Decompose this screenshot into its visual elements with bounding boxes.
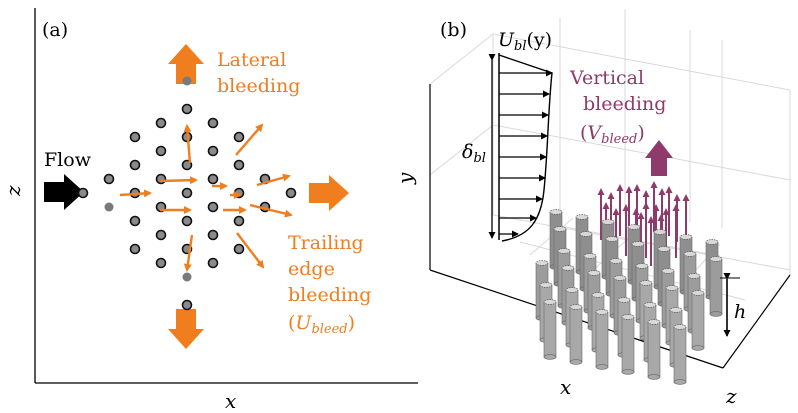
trailing-label-line3: bleeding: [288, 284, 371, 306]
panel-b-label: (b): [440, 19, 467, 41]
pillar-dot: [104, 202, 114, 212]
bleeding-vector-arrow: [183, 124, 192, 164]
bleeding-vector-arrow: [236, 232, 265, 269]
lateral-label-line1: Lateral: [217, 49, 286, 71]
pillar-dot: [155, 145, 167, 157]
pillar-dot: [207, 257, 219, 269]
pillar-dot: [182, 76, 192, 86]
pillar-dot: [207, 201, 219, 213]
pillar-dot: [233, 243, 245, 255]
trailing-label-line2: edge: [288, 258, 335, 280]
pillar-dot: [129, 159, 141, 171]
pillar-dot: [77, 187, 89, 199]
pillar-dot: [155, 229, 167, 241]
pillar-cylinder: [691, 290, 705, 351]
pillar-array-3d: [535, 181, 723, 385]
bleeding-vector-arrow: [256, 173, 291, 187]
pillar-dot: [181, 215, 193, 227]
vertical-label-line2: bleeding: [583, 93, 666, 115]
pillar-cylinder: [569, 304, 583, 365]
flow-arrow-icon: [44, 174, 84, 210]
panel-a-z-label: z: [1, 185, 25, 197]
panel-b-x-label: x: [560, 375, 571, 399]
lateral-bleed-up-arrow-icon: [168, 44, 204, 84]
pillar-cylinder: [673, 324, 687, 385]
pillar-dot: [207, 117, 219, 129]
height-label: h: [734, 301, 746, 323]
pillar-cylinder: [709, 256, 723, 317]
panel-b-y-label: y: [393, 172, 417, 185]
bleeding-vector-arrow: [159, 176, 198, 185]
pillar-dot: [207, 145, 219, 157]
pillar-dot: [155, 117, 167, 129]
pillar-dot: [103, 173, 115, 185]
trailing-bleed-arrow-icon: [309, 175, 349, 211]
pillar-dot: [207, 229, 219, 241]
delta-label: δbl: [462, 141, 486, 166]
bleeding-vectors: [119, 123, 293, 272]
pillar-cylinder: [595, 309, 609, 370]
pillar-dot: [233, 131, 245, 143]
pillar-dot: [129, 215, 141, 227]
pillar-dot: [181, 187, 193, 199]
pillar-dot: [182, 272, 192, 282]
pillar-dot: [285, 187, 297, 199]
panel-b-z-label: z: [725, 384, 737, 408]
vertical-label-line3: (Vbleed): [580, 122, 645, 147]
bleeding-vector-arrow: [235, 123, 264, 156]
bleeding-vector-arrow: [249, 203, 293, 218]
pillar-dot: [129, 243, 141, 255]
pillar-dot: [181, 299, 193, 311]
vertical-bleed-arrow-icon: [645, 140, 673, 176]
trailing-label-line4: (Ubleed): [288, 312, 355, 337]
pillar-dot: [233, 215, 245, 227]
pillar-dot: [129, 131, 141, 143]
boundary-layer-profile: [488, 53, 553, 242]
pillar-cylinder: [543, 299, 557, 360]
lateral-label-line2: bleeding: [217, 75, 300, 97]
pillar-cylinder: [647, 319, 661, 380]
panel-a-x-label: x: [225, 389, 236, 413]
panel-b: (b) y x z: [393, 9, 791, 408]
vertical-label-line1: Vertical: [569, 67, 644, 89]
panel-a: (a) x z Flow Lateral bleeding Trailing e…: [1, 8, 418, 413]
pillar-dot: [181, 103, 193, 115]
pillar-cylinder: [621, 314, 635, 375]
bleeding-vector-arrow: [119, 189, 152, 198]
bleeding-vector-arrow: [183, 234, 194, 272]
pillar-dot: [207, 173, 219, 185]
pillar-dot: [233, 159, 245, 171]
pillar-array-top-view: [77, 76, 297, 311]
lateral-bleed-down-arrow-icon: [168, 309, 204, 349]
trailing-label-line1: Trailing: [288, 232, 364, 254]
profile-label: Ubl(y): [498, 29, 552, 54]
pillar-dot: [155, 257, 167, 269]
flow-label: Flow: [44, 149, 92, 171]
panel-a-label: (a): [42, 19, 68, 41]
